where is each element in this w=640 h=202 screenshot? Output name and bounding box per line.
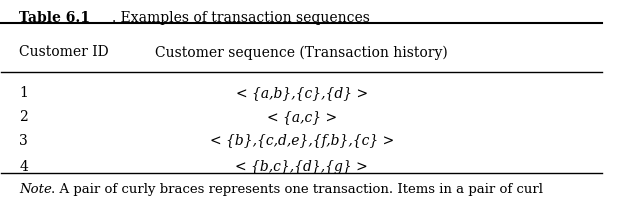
Text: . A pair of curly braces represents one transaction. Items in a pair of curl: . A pair of curly braces represents one … [51, 183, 543, 196]
Text: 2: 2 [19, 110, 28, 124]
Text: 3: 3 [19, 134, 28, 148]
Text: Customer sequence (Transaction history): Customer sequence (Transaction history) [156, 45, 448, 60]
Text: Customer ID: Customer ID [19, 45, 109, 59]
Text: < {a,c} >: < {a,c} > [267, 110, 337, 124]
Text: < {a,b},{c},{d} >: < {a,b},{c},{d} > [236, 86, 368, 100]
Text: < {b},{c,d,e},{f,b},{c} >: < {b},{c,d,e},{f,b},{c} > [209, 134, 394, 148]
Text: < {b,c},{d},{g} >: < {b,c},{d},{g} > [236, 160, 368, 174]
Text: . Examples of transaction sequences: . Examples of transaction sequences [113, 11, 371, 25]
Text: Table 6.1: Table 6.1 [19, 11, 90, 25]
Text: 4: 4 [19, 160, 28, 174]
Text: 1: 1 [19, 86, 28, 100]
Text: Note: Note [19, 183, 52, 196]
